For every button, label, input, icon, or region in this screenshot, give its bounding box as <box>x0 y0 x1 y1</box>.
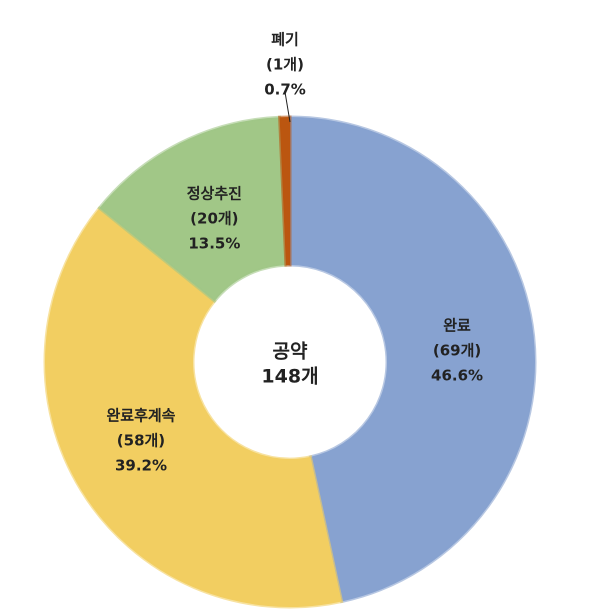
labels: 완료 (69개) 46.6% 완료후계속 (58개) 39.2% 정상추진 (20개) 13.5… <box>106 31 483 475</box>
percent-label: 39.2% <box>115 456 167 474</box>
value-label: (58개) <box>117 431 165 449</box>
percent-label: 13.5% <box>188 234 240 252</box>
leader-line <box>284 91 291 123</box>
donut-segment <box>278 115 292 267</box>
category-label: 폐기 <box>271 31 299 49</box>
value-label: (20개) <box>190 209 238 227</box>
category-label: 완료후계속 <box>106 406 175 424</box>
donut-segment <box>43 205 344 609</box>
donut-segment <box>288 115 537 604</box>
category-label: 정상추진 <box>187 184 242 202</box>
percent-label: 0.7% <box>264 81 306 99</box>
value-label: (1개) <box>266 56 304 74</box>
percent-label: 46.6% <box>431 367 483 385</box>
category-label: 완료 <box>443 317 471 335</box>
center-title: 공약 <box>273 341 308 363</box>
center-total: 148개 <box>261 366 318 388</box>
value-label: (69개) <box>433 342 481 360</box>
donut-segment <box>97 115 288 304</box>
